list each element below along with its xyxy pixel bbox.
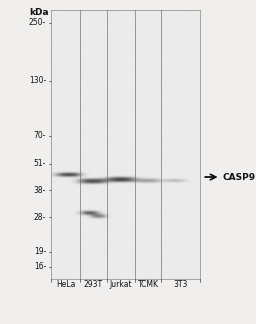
Text: CASP9: CASP9	[223, 173, 256, 181]
Text: 51-: 51-	[34, 159, 46, 168]
Text: 250-: 250-	[29, 18, 46, 28]
Text: 19-: 19-	[34, 247, 46, 256]
Text: HeLa: HeLa	[56, 280, 75, 289]
Text: 3T3: 3T3	[173, 280, 188, 289]
Text: 28-: 28-	[34, 213, 46, 222]
Text: kDa: kDa	[29, 8, 49, 17]
Text: 38-: 38-	[34, 186, 46, 194]
Text: 16-: 16-	[34, 262, 46, 271]
Text: Jurkat: Jurkat	[110, 280, 132, 289]
Text: 130-: 130-	[29, 76, 46, 86]
Text: 293T: 293T	[84, 280, 103, 289]
Text: 70-: 70-	[34, 131, 46, 140]
Text: TCMK: TCMK	[137, 280, 158, 289]
